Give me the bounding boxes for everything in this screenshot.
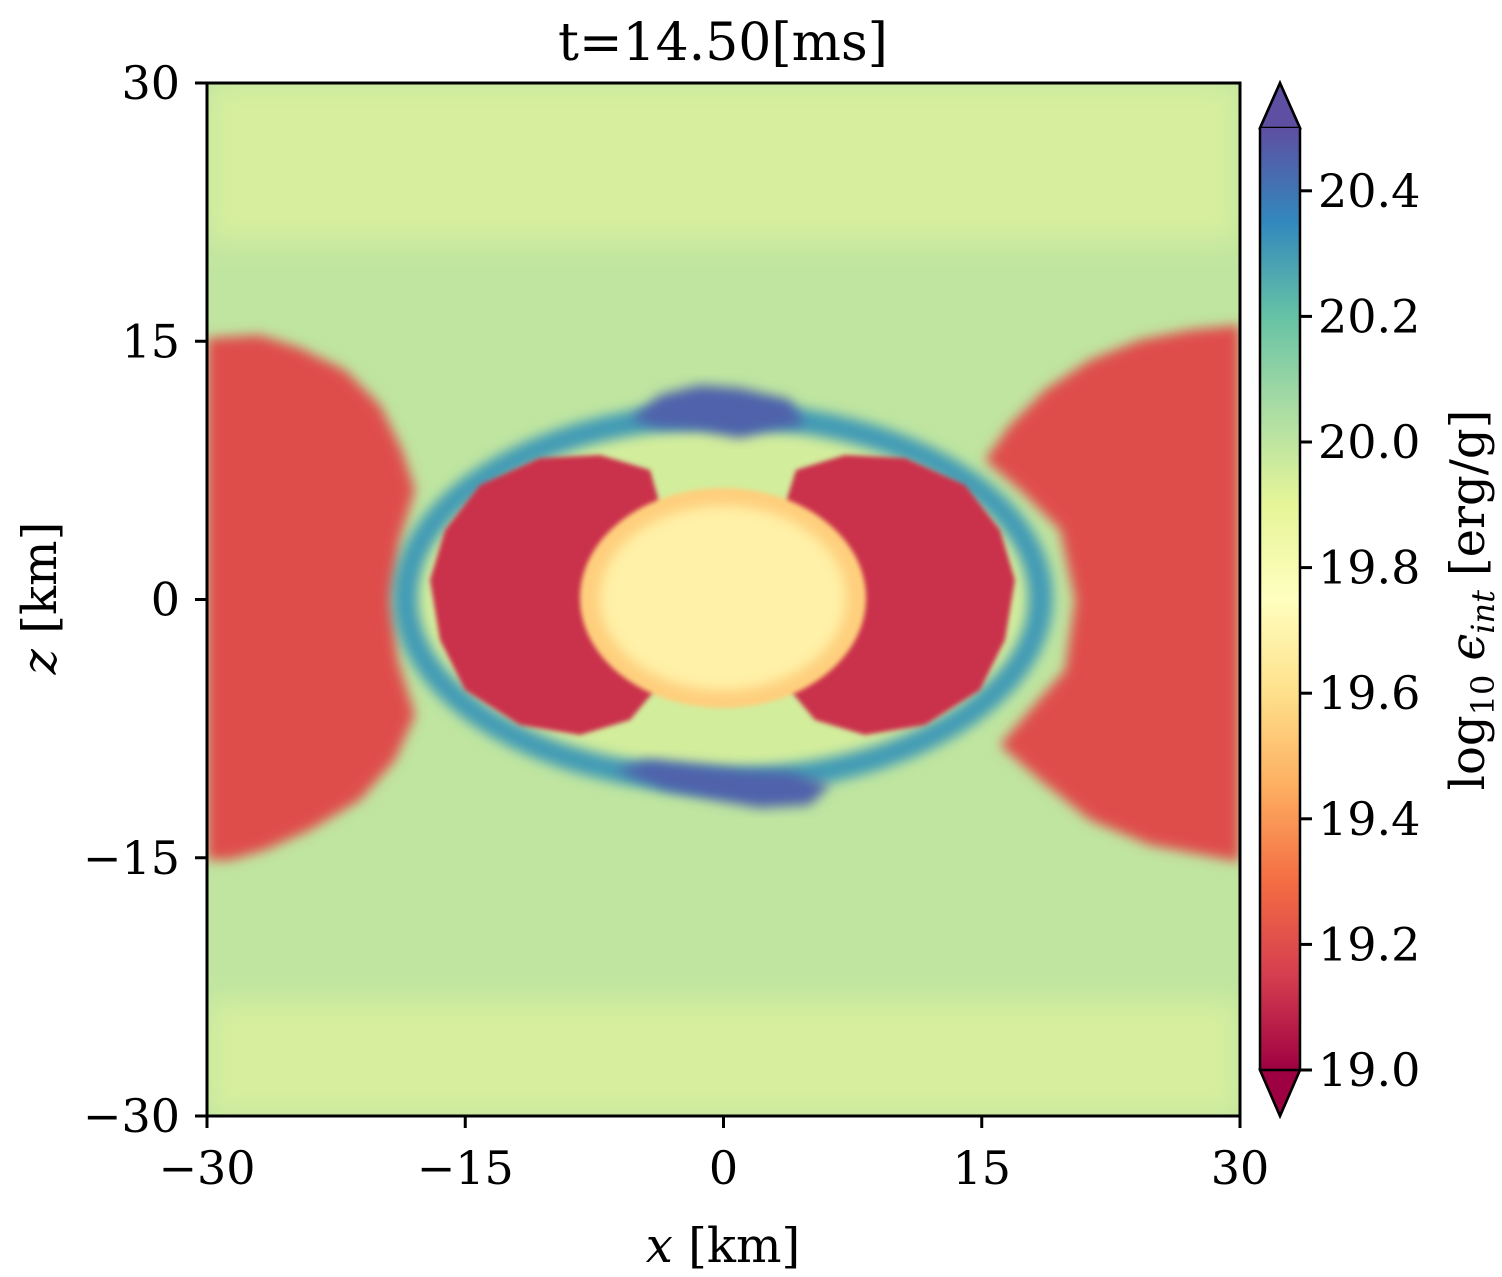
y-axis-var: z bbox=[12, 648, 68, 675]
x-tick-label: 15 bbox=[952, 1141, 1011, 1195]
field-background-tint-upper bbox=[207, 83, 1240, 243]
y-axis-unit: [km] bbox=[12, 522, 68, 634]
colorbar-label-eps: ϵ bbox=[1440, 634, 1496, 661]
y-axis-ticks: −30 −15 0 15 30 bbox=[83, 56, 207, 1143]
colorbar-tick-label: 20.4 bbox=[1318, 164, 1420, 218]
x-tick-label: 30 bbox=[1211, 1141, 1270, 1195]
colorbar-tick-label: 19.8 bbox=[1318, 541, 1420, 595]
right-equatorial-lobe bbox=[985, 325, 1240, 862]
colorbar-label-unit: [erg/g] bbox=[1440, 410, 1496, 576]
chart-title: t=14.50[ms] bbox=[558, 13, 888, 73]
heatmap-field bbox=[207, 83, 1240, 1116]
colorbar-tick-label: 19.6 bbox=[1318, 666, 1420, 720]
south-polar-patch bbox=[615, 760, 830, 808]
colorbar-outline bbox=[1258, 79, 1302, 1120]
colorbar-tick-label: 19.4 bbox=[1318, 792, 1420, 846]
colorbar: 19.0 19.2 19.4 19.6 19.8 20.0 20.2 20.4 log10 ϵi… bbox=[1258, 79, 1502, 1120]
field-background-tint-lower bbox=[207, 1000, 1240, 1116]
inner-left-lobe bbox=[430, 455, 660, 735]
colorbar-ticks: 19.0 19.2 19.4 19.6 19.8 20.0 20.2 20.4 bbox=[1300, 164, 1420, 1097]
colorbar-label-sub10: 10 bbox=[1464, 675, 1502, 716]
colorbar-tick-label: 20.2 bbox=[1318, 289, 1420, 343]
north-polar-patch bbox=[630, 385, 805, 438]
x-axis-var: x bbox=[646, 1218, 673, 1274]
colorbar-tick-label: 19.2 bbox=[1318, 917, 1420, 971]
y-tick-label: −30 bbox=[83, 1089, 180, 1143]
colorbar-extend-bottom bbox=[1258, 1068, 1302, 1120]
colorbar-label: log10 ϵint [erg/g] bbox=[1440, 410, 1502, 791]
y-tick-label: 15 bbox=[121, 314, 180, 368]
y-tick-label: −15 bbox=[83, 831, 180, 885]
colorbar-tick-label: 19.0 bbox=[1318, 1043, 1420, 1097]
y-tick-label: 0 bbox=[151, 573, 180, 627]
inner-right-lobe bbox=[785, 455, 1015, 735]
colorbar-label-log: log bbox=[1440, 715, 1496, 790]
x-tick-label: −30 bbox=[158, 1141, 255, 1195]
colorbar-label-sub-int: int bbox=[1464, 590, 1502, 634]
x-tick-label: −15 bbox=[417, 1141, 514, 1195]
x-axis-label: x [km] bbox=[646, 1218, 800, 1274]
y-axis-label: z [km] bbox=[12, 522, 68, 676]
left-equatorial-lobe bbox=[207, 335, 415, 860]
x-tick-label: 0 bbox=[709, 1141, 738, 1195]
x-axis-ticks: −30 −15 0 15 30 bbox=[158, 1116, 1269, 1195]
y-tick-label: 30 bbox=[121, 56, 180, 110]
colorbar-body bbox=[1260, 128, 1300, 1070]
colorbar-extend-top bbox=[1258, 79, 1302, 130]
colorbar-tick-label: 20.0 bbox=[1318, 415, 1420, 469]
core bbox=[600, 506, 846, 690]
x-axis-unit: [km] bbox=[688, 1218, 800, 1274]
